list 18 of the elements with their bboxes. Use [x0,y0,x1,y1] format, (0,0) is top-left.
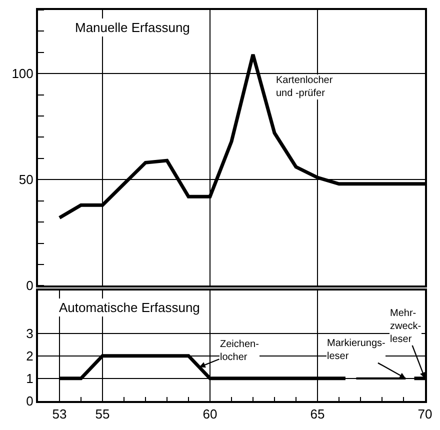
x-tick-label: 65 [310,406,325,422]
y-tick-label: 50 [18,172,34,188]
y-tick-label: 0 [26,278,34,294]
series-label: Markierungs- leser [327,338,386,362]
y-tick-label: 0 [26,394,34,409]
y-tick-label: 2 [26,348,34,364]
x-tick-label: 53 [52,406,67,422]
series-label: Kartenlocher und -prüfer [276,75,334,99]
series-label: Zeichen- locher [220,339,259,363]
text: Automatische Erfassung [59,300,200,315]
x-tick-label: 55 [95,406,110,422]
text: Manuelle Erfassung [75,20,190,35]
y-tick-label: 1 [26,370,34,386]
x-tick-label: 60 [202,406,218,422]
y-tick-label: 3 [26,326,34,341]
y-tick-label: 100 [12,66,34,82]
x-tick-label: 70 [418,406,432,422]
text: Mehr- zweck- leser [390,308,422,345]
